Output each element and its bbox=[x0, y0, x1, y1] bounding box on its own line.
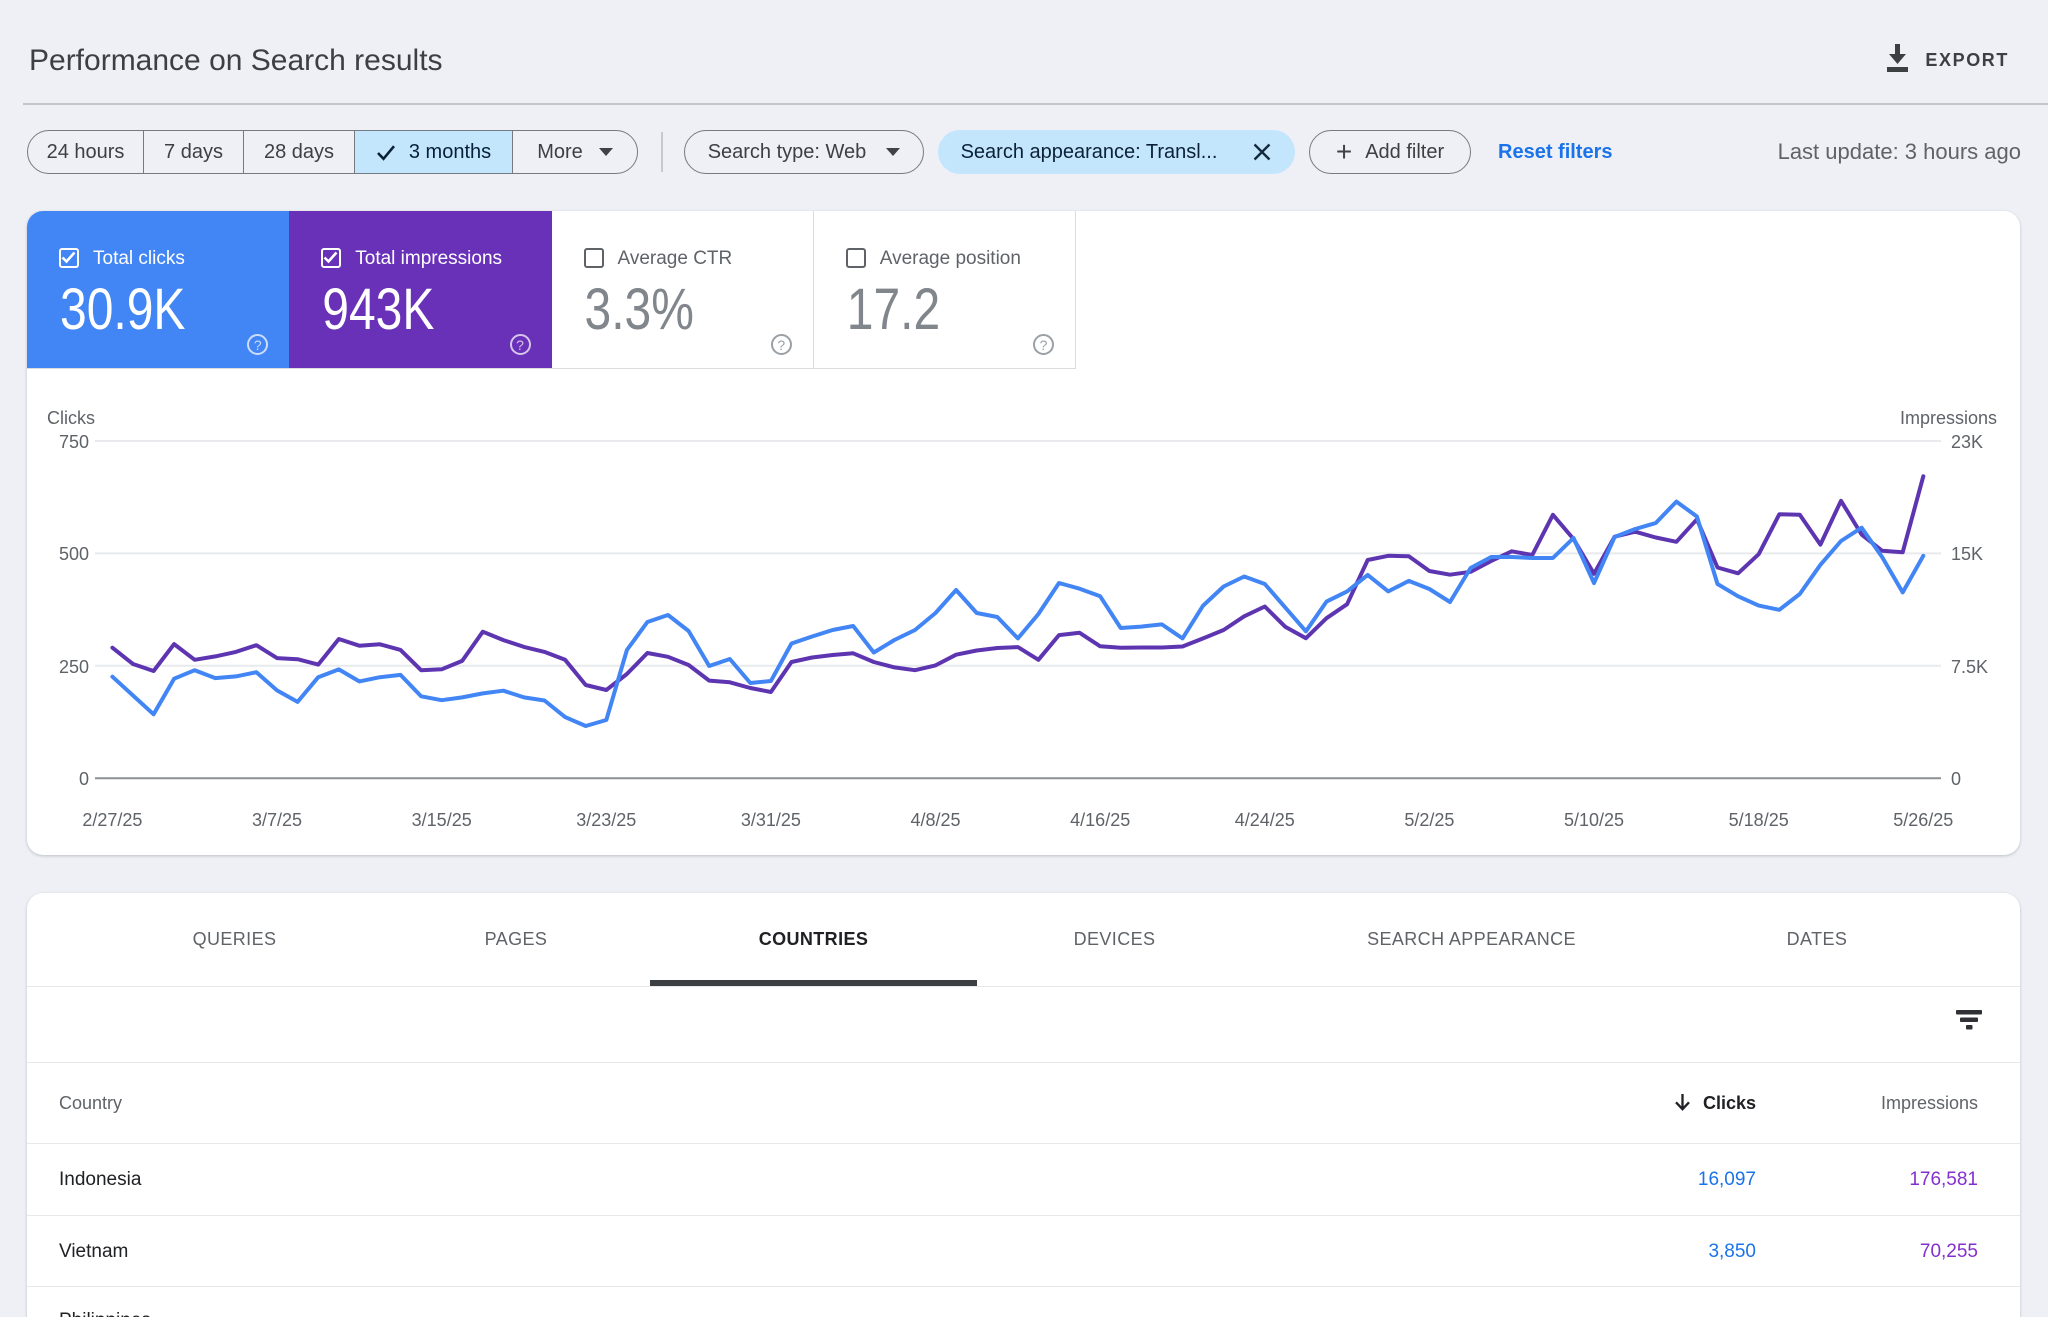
svg-text:15K: 15K bbox=[1951, 544, 1983, 564]
svg-text:5/10/25: 5/10/25 bbox=[1564, 810, 1624, 830]
svg-text:4/16/25: 4/16/25 bbox=[1070, 810, 1130, 830]
svg-text:0: 0 bbox=[1951, 769, 1961, 789]
svg-text:5/2/25: 5/2/25 bbox=[1404, 810, 1454, 830]
svg-text:0: 0 bbox=[79, 769, 89, 789]
svg-text:2/27/25: 2/27/25 bbox=[82, 810, 142, 830]
svg-text:500: 500 bbox=[59, 544, 89, 564]
svg-text:4/8/25: 4/8/25 bbox=[910, 810, 960, 830]
svg-text:750: 750 bbox=[59, 432, 89, 452]
svg-text:Clicks: Clicks bbox=[47, 408, 95, 428]
svg-text:3/23/25: 3/23/25 bbox=[576, 810, 636, 830]
svg-text:23K: 23K bbox=[1951, 432, 1983, 452]
svg-text:3/7/25: 3/7/25 bbox=[252, 810, 302, 830]
svg-text:250: 250 bbox=[59, 657, 89, 677]
svg-text:5/26/25: 5/26/25 bbox=[1893, 810, 1953, 830]
svg-text:4/24/25: 4/24/25 bbox=[1235, 810, 1295, 830]
svg-text:3/31/25: 3/31/25 bbox=[741, 810, 801, 830]
svg-text:3/15/25: 3/15/25 bbox=[412, 810, 472, 830]
svg-text:Impressions: Impressions bbox=[1900, 408, 1997, 428]
svg-text:5/18/25: 5/18/25 bbox=[1729, 810, 1789, 830]
svg-text:7.5K: 7.5K bbox=[1951, 657, 1988, 677]
